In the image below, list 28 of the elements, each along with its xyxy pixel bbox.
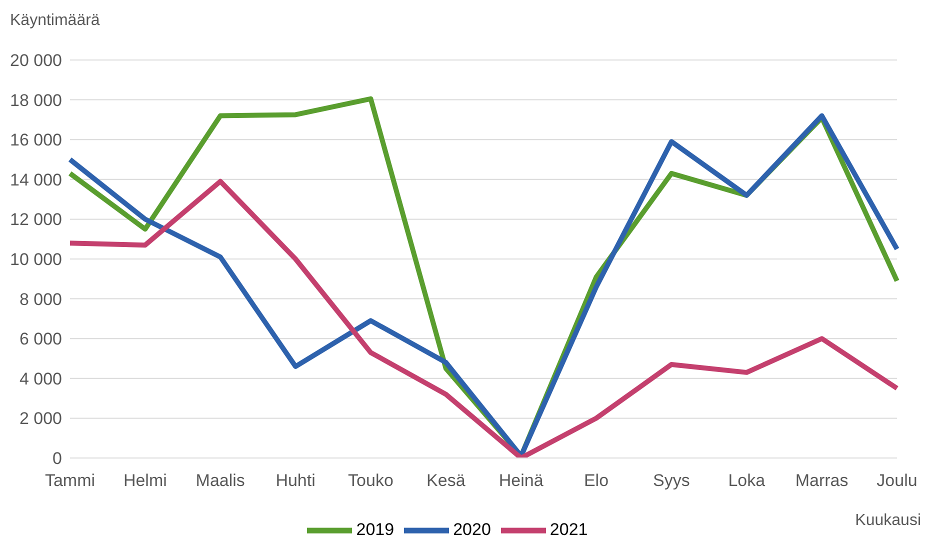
x-tick-label: Marras xyxy=(795,471,848,490)
y-tick-label: 10 000 xyxy=(10,250,62,270)
y-tick-label: 12 000 xyxy=(10,210,62,230)
y-tick-label: 20 000 xyxy=(10,51,62,70)
legend-label: 2021 xyxy=(550,520,588,539)
x-tick-label: Loka xyxy=(728,471,766,490)
legend-label: 2019 xyxy=(356,520,394,539)
x-tick-label: Syys xyxy=(653,471,690,490)
y-tick-label: 16 000 xyxy=(10,130,62,150)
x-tick-label: Tammi xyxy=(44,471,96,490)
x-tick-label: Huhti xyxy=(276,471,316,490)
y-tick-label: 8 000 xyxy=(19,290,62,309)
x-tick-label: Kesä xyxy=(426,471,466,490)
x-tick-label: Elo xyxy=(584,471,609,490)
y-tick-label: 6 000 xyxy=(19,330,62,349)
y-tick-label: 2 000 xyxy=(19,409,62,428)
x-axis-title: Kuukausi xyxy=(855,512,921,530)
y-tick-label: 14 000 xyxy=(10,170,62,190)
x-tick-label: Heinä xyxy=(498,471,544,490)
x-tick-label: Helmi xyxy=(123,471,167,490)
x-tick-label: Touko xyxy=(348,471,394,490)
y-tick-label: 0 xyxy=(52,449,62,468)
legend-label: 2020 xyxy=(453,520,491,539)
y-axis-title: Käyntimäärä xyxy=(10,12,100,30)
y-tick-label: 18 000 xyxy=(10,90,62,110)
x-tick-label: Maalis xyxy=(196,471,245,490)
x-tick-label: Joulu xyxy=(876,471,918,490)
y-tick-label: 4 000 xyxy=(19,369,62,388)
